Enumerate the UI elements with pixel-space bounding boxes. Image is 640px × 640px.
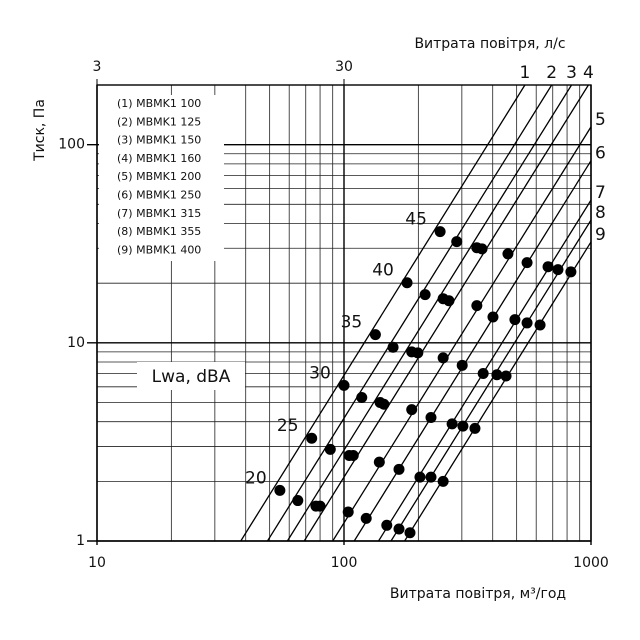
legend-box <box>99 95 224 261</box>
data-point <box>378 398 390 410</box>
legend-label: (9) MBMK1 400 <box>117 243 201 256</box>
data-point <box>471 300 483 312</box>
data-point <box>387 341 399 353</box>
data-point <box>393 523 405 535</box>
x-tick-label: 10 <box>88 555 106 571</box>
legend-label: (8) MBMK1 355 <box>117 225 201 238</box>
data-point <box>401 277 413 289</box>
x2-tick-label: 3 <box>93 59 102 75</box>
data-point <box>393 463 405 475</box>
data-point <box>521 257 533 269</box>
line-label: 1 <box>519 63 530 83</box>
legend-label: (1) MBMK1 100 <box>117 97 201 110</box>
data-point <box>369 329 381 341</box>
y-axis-title: Тиск, Па <box>32 99 48 162</box>
noise-level-label: 30 <box>309 363 331 383</box>
data-point <box>456 359 468 371</box>
data-point <box>342 506 354 518</box>
data-point <box>469 422 481 434</box>
legend-label: (6) MBMK1 250 <box>117 189 201 202</box>
data-point <box>425 411 437 423</box>
x2-axis-title: Витрата повітря, л/с <box>414 36 565 52</box>
fan-line <box>353 160 591 541</box>
x-tick-label: 1000 <box>573 555 609 571</box>
data-point <box>419 289 431 301</box>
data-point <box>542 261 554 273</box>
line-label: 7 <box>595 183 606 203</box>
data-point <box>347 450 359 462</box>
data-point <box>487 311 499 323</box>
data-point <box>274 484 286 496</box>
y-tick-label: 100 <box>58 137 85 153</box>
noise-level-label: 20 <box>245 468 267 488</box>
fan-line <box>286 85 573 541</box>
data-point <box>509 314 521 326</box>
data-point <box>552 264 564 276</box>
data-point <box>414 471 426 483</box>
legend-label: (4) MBMK1 160 <box>117 152 201 165</box>
y-tick-label: 1 <box>76 533 85 549</box>
line-label: 6 <box>595 144 606 164</box>
plot-frame <box>96 84 592 542</box>
fan-line <box>332 126 591 541</box>
data-point <box>360 512 372 524</box>
data-point <box>457 420 469 432</box>
line-label: 4 <box>583 63 594 83</box>
data-point <box>314 500 326 512</box>
legend-label: (3) MBMK1 150 <box>117 134 201 147</box>
fan-line <box>240 85 526 541</box>
data-point <box>373 456 385 468</box>
legend-label: (5) MBMK1 200 <box>117 170 201 183</box>
data-point <box>356 391 368 403</box>
data-point <box>404 527 416 539</box>
data-point <box>437 475 449 487</box>
data-point <box>434 226 446 238</box>
noise-level-label: 45 <box>405 210 427 230</box>
fan-line <box>404 241 591 541</box>
data-point <box>443 295 455 307</box>
data-point <box>306 432 318 444</box>
noise-level-label: 40 <box>372 261 394 281</box>
legend-label: (7) MBMK1 315 <box>117 207 201 220</box>
data-point <box>502 248 514 260</box>
data-point <box>338 379 350 391</box>
fan-line <box>303 85 589 541</box>
data-point <box>381 519 393 531</box>
data-point <box>477 368 489 380</box>
line-label: 9 <box>595 225 606 245</box>
noise-level-label: 35 <box>341 313 363 333</box>
data-point <box>565 266 577 278</box>
data-point <box>534 319 546 331</box>
data-point <box>324 443 336 455</box>
data-point <box>437 352 449 364</box>
data-point <box>491 369 503 381</box>
line-label: 5 <box>595 110 606 130</box>
noise-level-label: 25 <box>277 416 299 436</box>
data-point <box>476 243 488 255</box>
fan-line <box>266 85 553 541</box>
data-point <box>412 347 424 359</box>
data-point <box>425 471 437 483</box>
data-point <box>406 404 418 416</box>
noise-label-box <box>137 362 245 390</box>
line-label: 3 <box>566 63 577 83</box>
data-point <box>451 236 463 248</box>
line-label: 2 <box>546 63 557 83</box>
line-label: 8 <box>595 203 606 223</box>
x2-tick-label: 30 <box>335 59 353 75</box>
x-tick-label: 100 <box>331 555 358 571</box>
y-tick-label: 10 <box>67 335 85 351</box>
noise-label: Lwa, dBA <box>152 367 231 387</box>
data-point <box>292 495 304 507</box>
legend-label: (2) MBMK1 125 <box>117 115 201 128</box>
data-point <box>500 370 512 382</box>
data-point <box>521 317 533 329</box>
data-point <box>446 418 458 430</box>
x-axis-title: Витрата повітря, м³/год <box>390 586 566 602</box>
